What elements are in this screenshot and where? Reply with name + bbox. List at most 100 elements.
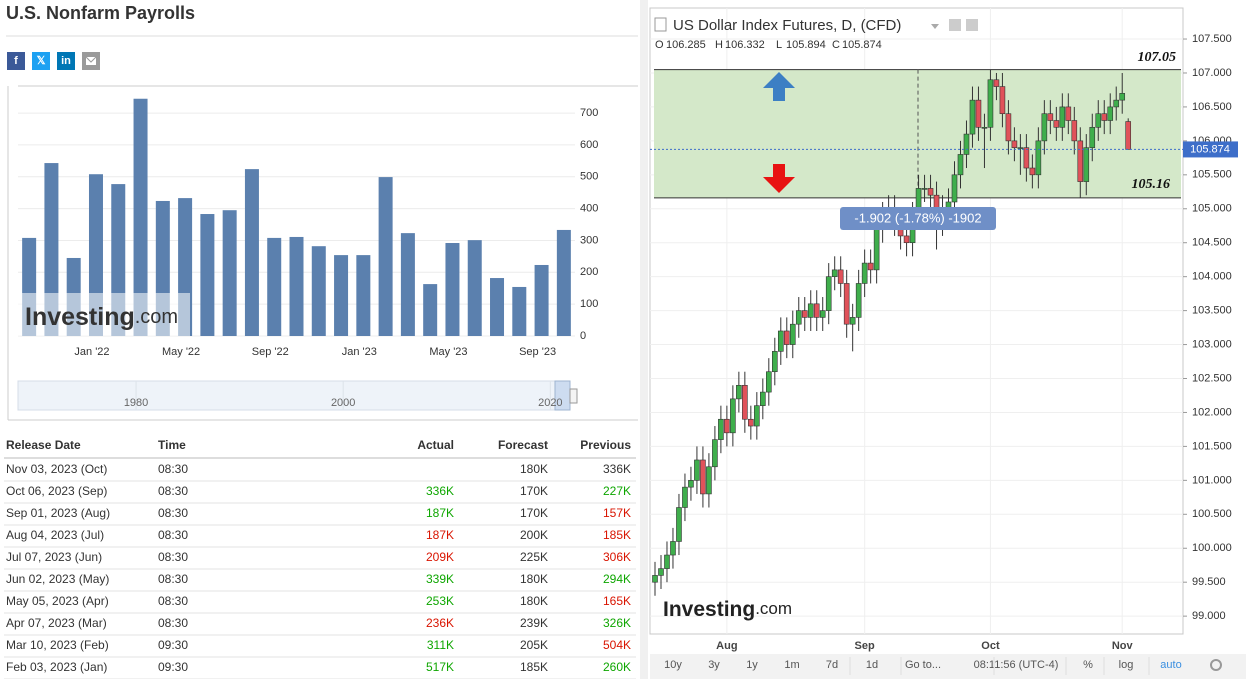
- toolbar-button[interactable]: 3y: [708, 659, 720, 671]
- candle-body: [903, 235, 910, 244]
- table-cell: 09:30: [158, 660, 188, 674]
- table-cell: 504K: [603, 638, 631, 652]
- candle-body: [718, 418, 724, 440]
- bar: [334, 255, 349, 336]
- toolbar-button[interactable]: %: [1083, 659, 1093, 671]
- x-tick-label: Jan '23: [342, 346, 377, 358]
- navigator-handle[interactable]: [569, 388, 578, 404]
- candle-body: [748, 418, 754, 427]
- share-facebook[interactable]: [7, 52, 25, 70]
- table-cell: Mar 10, 2023 (Feb): [6, 638, 109, 652]
- watermark-part: Investing: [663, 598, 755, 621]
- y-tick-label: 400: [580, 203, 598, 215]
- navigator-tick-label: 2020: [538, 397, 562, 409]
- toolbar-button[interactable]: Go to...: [905, 659, 941, 671]
- y-tick-label: 105.500: [1192, 169, 1232, 181]
- candle-body: [670, 541, 676, 556]
- toolbar-button[interactable]: 08:11:56 (UTC-4): [974, 659, 1059, 671]
- candle-body: [975, 99, 982, 128]
- candle-body: [843, 283, 850, 325]
- candle-body: [861, 262, 868, 284]
- bar: [222, 210, 237, 336]
- panel-separator: [640, 0, 648, 679]
- candle-body: [1011, 140, 1018, 148]
- x-tick-label: Nov: [1112, 640, 1134, 652]
- y-tick-label: 600: [580, 139, 598, 151]
- candle-body: [1047, 113, 1054, 121]
- table-cell: 260K: [603, 660, 631, 674]
- toolbar-button[interactable]: 1y: [746, 659, 758, 671]
- candle-body: [1077, 140, 1084, 182]
- candle-body: [682, 486, 688, 508]
- candle-body: [819, 310, 826, 318]
- bar: [133, 98, 148, 336]
- dropdown-caret[interactable]: [931, 24, 939, 29]
- email-icon: [86, 57, 96, 65]
- toolbar-button[interactable]: 1m: [784, 659, 799, 671]
- page-title: U.S. Nonfarm Payrolls: [6, 3, 195, 23]
- zone-top-label: 107.05: [1138, 50, 1177, 65]
- settings-icon[interactable]: [966, 19, 978, 31]
- table-cell: 08:30: [158, 462, 188, 476]
- candle-body: [760, 391, 766, 406]
- table-cell: 336K: [426, 484, 454, 498]
- candle-body: [742, 384, 748, 420]
- candle-body: [777, 330, 784, 352]
- candle-body: [921, 188, 928, 190]
- toolbar-button[interactable]: 10y: [664, 659, 682, 671]
- table-cell: 336K: [603, 462, 631, 476]
- x-tick-label: Sep '22: [252, 346, 289, 358]
- candle-body: [1053, 120, 1060, 128]
- candle-body: [801, 310, 808, 318]
- candle-body: [807, 303, 814, 318]
- candle-body: [993, 79, 1000, 87]
- toolbar-button[interactable]: log: [1119, 659, 1134, 671]
- table-cell: 180K: [520, 462, 548, 476]
- candle-body: [1113, 99, 1120, 108]
- candle-body: [825, 276, 832, 311]
- y-tick-label: 102.500: [1192, 372, 1232, 384]
- table-cell: 157K: [603, 506, 631, 520]
- settings-icon[interactable]: [949, 19, 961, 31]
- candle-body: [736, 384, 742, 400]
- y-tick-label: 102.000: [1192, 406, 1232, 418]
- share-linkedin[interactable]: [57, 52, 75, 70]
- candle-body: [867, 262, 874, 271]
- candle-body: [969, 99, 976, 135]
- table-cell: 08:30: [158, 506, 188, 520]
- toolbar-button[interactable]: 1d: [866, 659, 878, 671]
- watermark: Investing.com: [663, 598, 792, 621]
- candle-body: [987, 79, 994, 128]
- table-cell: 187K: [426, 528, 454, 542]
- table-cell: Aug 04, 2023 (Jul): [6, 528, 104, 542]
- y-tick-label: 300: [580, 234, 598, 246]
- navigator[interactable]: [17, 380, 571, 411]
- candle-body: [981, 126, 988, 129]
- table-cell: 225K: [520, 550, 548, 564]
- table-cell: Jul 07, 2023 (Jun): [6, 550, 102, 564]
- toolbar-button[interactable]: 7d: [826, 659, 838, 671]
- share-icon-label: f: [14, 55, 18, 67]
- table-cell: 08:30: [158, 572, 188, 586]
- table-cell: 236K: [426, 616, 454, 630]
- table-header: Actual: [417, 438, 454, 452]
- table-cell: 187K: [426, 506, 454, 520]
- bar: [556, 229, 571, 336]
- x-tick-label: Jan '22: [74, 346, 109, 358]
- gear-icon[interactable]: [1210, 659, 1222, 671]
- table-cell: 200K: [520, 528, 548, 542]
- candle-body: [1041, 113, 1048, 142]
- ohlc-label: O: [655, 39, 664, 51]
- share-x[interactable]: [32, 52, 50, 70]
- toolbar-button[interactable]: auto: [1160, 659, 1181, 671]
- table-cell: 205K: [520, 638, 548, 652]
- ohlc-value: 105.874: [842, 39, 882, 51]
- bar: [512, 286, 527, 336]
- ohlc-value: 106.285: [666, 39, 706, 51]
- annotation-box: [840, 207, 996, 230]
- candle-body: [664, 554, 670, 569]
- watermark-suffix: .com: [135, 306, 178, 328]
- ohlc-label: H: [715, 39, 723, 51]
- candle-body: [1125, 121, 1132, 150]
- bar: [200, 214, 215, 336]
